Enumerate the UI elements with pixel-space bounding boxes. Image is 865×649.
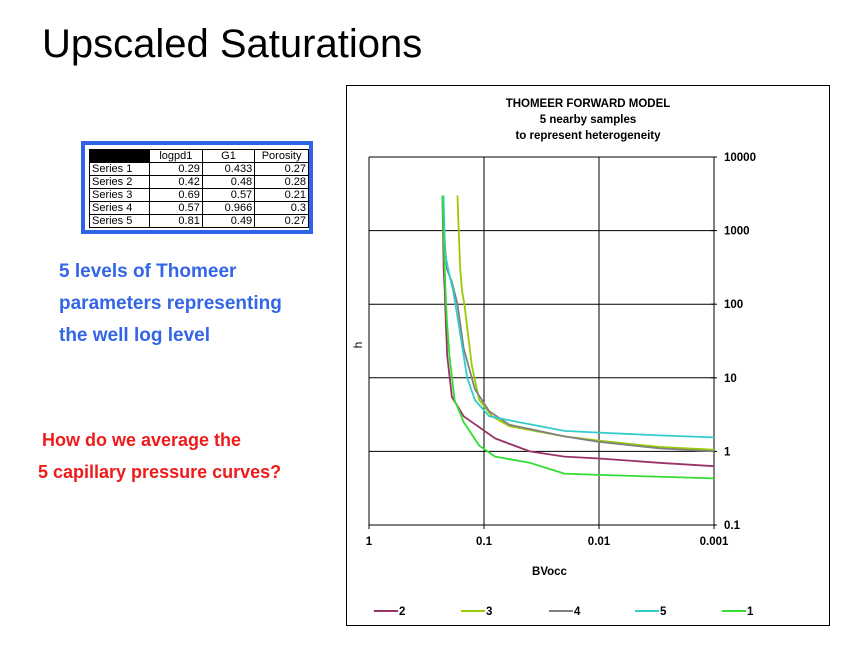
- legend-label-1: 1: [747, 606, 754, 618]
- parameter-table: logpd1 G1 Porosity Series 1 0.29 0.433 0…: [89, 149, 309, 228]
- chart-title-line: to represent heterogeneity: [515, 130, 661, 142]
- legend-label-2: 2: [399, 606, 405, 618]
- parameter-table-frame: logpd1 G1 Porosity Series 1 0.29 0.433 0…: [81, 141, 313, 234]
- row-label: Series 5: [89, 214, 150, 228]
- question-line: How do we average the: [42, 430, 242, 450]
- table-cell: 0.81: [148, 214, 203, 228]
- thomeer-levels-note: 5 levels of Thomeer parameters represent…: [59, 256, 282, 352]
- table-cell: 0.42: [148, 175, 203, 189]
- series-line-1: [441, 195, 715, 480]
- y-tick-label: 1: [724, 446, 731, 458]
- table-cell: 0.27: [254, 214, 309, 228]
- table-row: Series 5 0.81 0.49 0.27: [89, 214, 309, 228]
- chart-frame: [346, 85, 830, 626]
- y-axis-label: h: [351, 342, 365, 349]
- chart-title-line: 5 nearby samples: [539, 114, 637, 126]
- table-row: Series 2 0.42 0.48 0.28: [89, 175, 309, 189]
- y-tick-label: 100: [724, 299, 743, 311]
- y-tick-label: 0.1: [724, 520, 741, 532]
- legend-label-3: 3: [486, 606, 492, 618]
- x-tick-label: 1: [366, 536, 373, 548]
- question-line: 5 capillary pressure curves?: [38, 462, 282, 482]
- note-line: the well log level: [59, 325, 210, 346]
- x-tick-label: 0.1: [476, 536, 493, 548]
- table-cell: 0.48: [201, 175, 256, 189]
- chart-title-line: THOMEER FORWARD MODEL: [505, 98, 671, 110]
- series-line-3: [456, 195, 715, 451]
- series-line-4: [441, 195, 715, 453]
- table-cell: 0.433: [201, 162, 256, 176]
- note-line: 5 levels of Thomeer: [59, 261, 237, 282]
- x-tick-label: 0.01: [588, 536, 611, 548]
- table-cell: 0.3: [254, 201, 309, 215]
- table-cell: 0.57: [201, 188, 256, 202]
- y-tick-label: 1000: [724, 226, 750, 238]
- row-label: Series 2: [89, 175, 150, 189]
- averaging-question: How do we average the 5 capillary pressu…: [38, 424, 281, 488]
- chart-title: THOMEER FORWARD MODEL 5 nearby samples t…: [346, 96, 830, 144]
- table-cell: 0.49: [201, 214, 256, 228]
- y-tick-label: 10: [724, 373, 737, 385]
- x-axis-label: BVocc: [532, 566, 568, 578]
- y-tick-label: 10000: [724, 152, 756, 164]
- legend-label-4: 4: [574, 606, 581, 618]
- slide-title: Upscaled Saturations: [42, 22, 423, 66]
- x-tick-label: 0.001: [700, 536, 729, 548]
- series-line-5: [442, 195, 715, 439]
- table-header-porosity: Porosity: [254, 149, 309, 163]
- legend-label-5: 5: [660, 606, 667, 618]
- note-line: parameters representing: [59, 293, 282, 314]
- series-line-2: [441, 195, 715, 468]
